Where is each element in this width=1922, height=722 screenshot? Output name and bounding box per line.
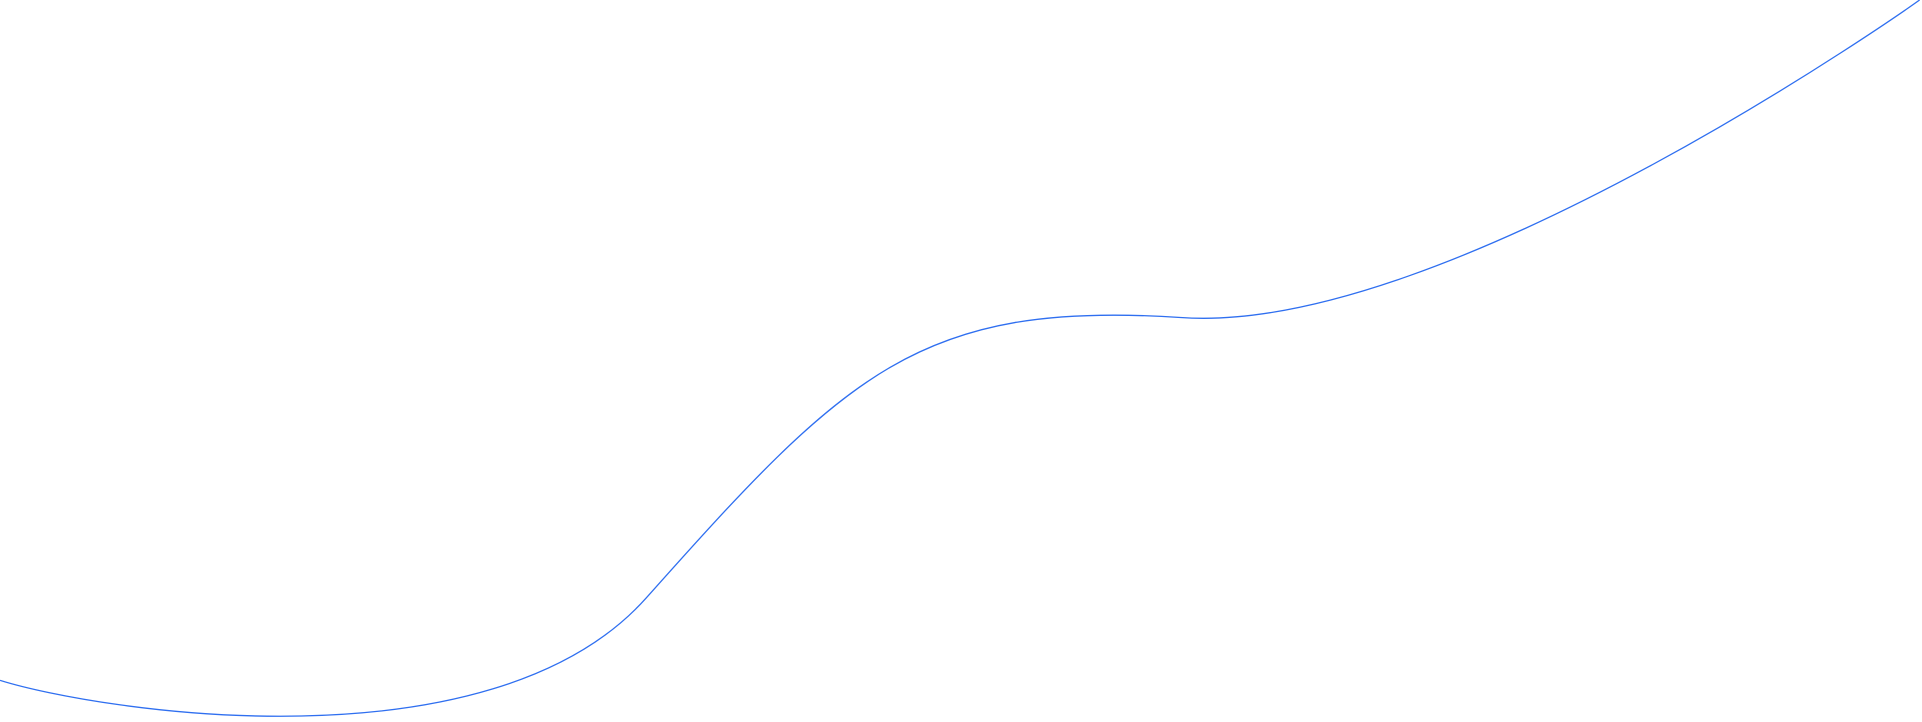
decorative-curve <box>0 0 1920 716</box>
page <box>0 0 1922 722</box>
decoration <box>0 0 1922 722</box>
stage <box>0 0 1922 722</box>
